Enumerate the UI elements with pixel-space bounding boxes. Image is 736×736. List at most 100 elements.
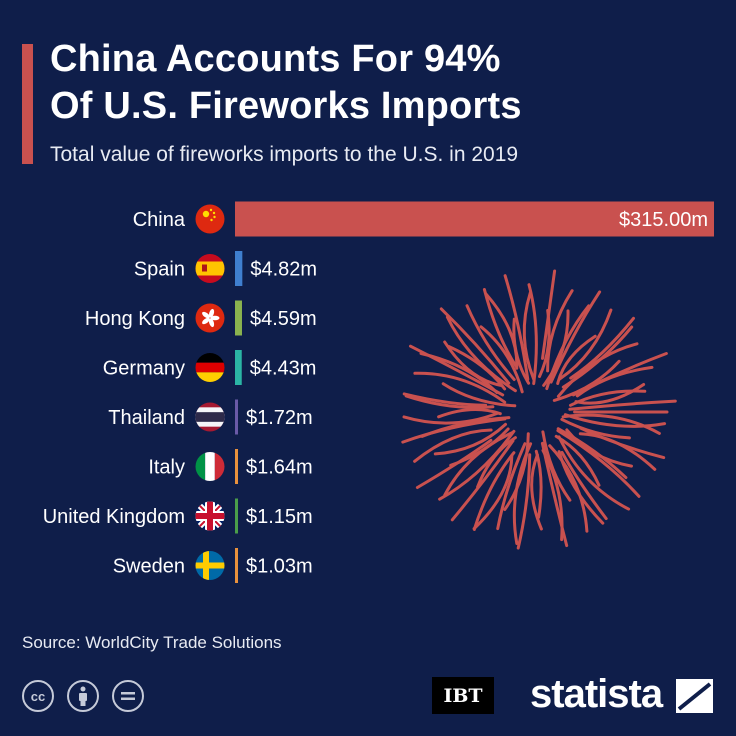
category-label: Germany	[103, 358, 185, 380]
firework-streak	[557, 435, 631, 511]
value-label: $1.64m	[246, 457, 313, 479]
firework-streak	[479, 325, 524, 394]
value-label: $1.15m	[246, 506, 313, 528]
firework-streak	[556, 334, 597, 385]
firework-streak	[558, 308, 613, 381]
bar-row: United Kingdom $1.15m	[43, 498, 313, 534]
firework-streak	[549, 290, 602, 384]
firework-streak	[522, 291, 536, 381]
value-label: $315.00m	[619, 209, 708, 231]
firework-streak	[445, 315, 517, 393]
bar	[235, 449, 238, 484]
bar-row: Sweden $1.03m	[113, 548, 313, 583]
firework-streak	[556, 429, 641, 498]
firework-streak	[546, 289, 574, 373]
bar	[235, 300, 242, 336]
bar	[235, 498, 238, 534]
firework-streak	[415, 438, 493, 489]
title-accent-bar	[22, 44, 33, 164]
category-label: United Kingdom	[43, 506, 185, 528]
spain-flag-icon	[195, 254, 225, 283]
firework-streak	[548, 444, 589, 533]
firework-streak	[545, 304, 591, 391]
chart-subtitle: Total value of fireworks imports to the …	[50, 143, 519, 166]
statista-logo: statista	[530, 672, 663, 716]
firework-streak	[578, 432, 657, 471]
firework-streak	[472, 451, 516, 531]
firework-streak	[482, 288, 518, 369]
bar	[235, 350, 242, 385]
bar-row: Hong Kong $4.59m	[85, 300, 317, 336]
firework-streak	[516, 453, 532, 550]
united-kingdom-flag-icon	[195, 501, 225, 531]
firework-streak	[560, 417, 631, 440]
firework-streak	[575, 365, 654, 398]
firework-streak	[404, 394, 495, 409]
no-derivatives-icon	[112, 680, 144, 712]
firework-streak	[433, 422, 507, 456]
chart-title: China Accounts For 94% Of U.S. Fireworks…	[50, 36, 522, 130]
firework-streak	[569, 316, 635, 380]
bar	[235, 251, 243, 286]
bar-row: China $315.00m	[133, 201, 714, 237]
bar-row: Thailand $1.72m	[108, 399, 313, 435]
firework-streak	[541, 269, 557, 360]
firework-streak	[450, 439, 515, 522]
germany-flag-icon	[195, 353, 225, 382]
hong-kong-flag-icon	[195, 303, 225, 333]
ibt-logo: IBT	[432, 677, 494, 714]
firework-streak	[402, 411, 499, 425]
china-flag-icon	[195, 204, 225, 234]
category-label: Hong Kong	[85, 308, 185, 330]
category-label: Spain	[134, 259, 185, 281]
firework-streak	[402, 392, 488, 407]
bar-row: Spain $4.82m	[134, 251, 317, 286]
title-line-2: Of U.S. Fireworks Imports	[50, 85, 522, 127]
source-note: Source: WorldCity Trade Solutions	[22, 633, 282, 652]
firework-streak	[401, 417, 507, 444]
category-label: Italy	[148, 457, 185, 479]
firework-streak	[503, 432, 530, 511]
thailand-flag-icon	[195, 402, 225, 432]
firework-illustration	[401, 269, 677, 550]
bar	[235, 201, 714, 237]
category-label: Thailand	[108, 407, 185, 429]
firework-streak	[534, 449, 543, 519]
value-label: $1.72m	[246, 407, 313, 429]
attribution-icon	[67, 680, 99, 712]
firework-streak	[569, 389, 647, 407]
bar	[235, 548, 238, 583]
bar-row: Italy $1.64m	[148, 449, 313, 484]
firework-streak	[554, 434, 601, 487]
firework-streak	[438, 429, 516, 501]
firework-streak	[413, 428, 493, 463]
firework-streak	[413, 371, 507, 404]
firework-streak	[574, 383, 646, 405]
bar-row: Germany $4.43m	[103, 350, 317, 385]
firework-streak	[503, 274, 530, 381]
firework-streak	[439, 307, 511, 385]
title-line-1: China Accounts For 94%	[50, 38, 501, 80]
firework-streak	[556, 342, 639, 398]
firework-streak	[560, 450, 608, 521]
category-label: China	[133, 209, 186, 231]
cc-icon: cc	[22, 680, 54, 712]
category-label: Sweden	[113, 556, 185, 578]
firework-streak	[443, 340, 503, 387]
firework-streak	[541, 449, 564, 542]
value-label: $4.43m	[250, 358, 317, 380]
firework-streak	[568, 399, 677, 411]
statista-icon	[676, 679, 713, 713]
value-label: $4.59m	[250, 308, 317, 330]
italy-flag-icon	[195, 452, 225, 481]
value-label: $1.03m	[246, 556, 313, 578]
firework-streak	[512, 317, 531, 385]
firework-streak	[484, 292, 519, 370]
firework-streak	[443, 430, 515, 497]
firework-streak	[472, 454, 514, 531]
firework-streak	[561, 413, 661, 435]
firework-streak	[571, 352, 668, 397]
firework-streak	[437, 407, 502, 419]
firework-streak	[496, 442, 527, 531]
